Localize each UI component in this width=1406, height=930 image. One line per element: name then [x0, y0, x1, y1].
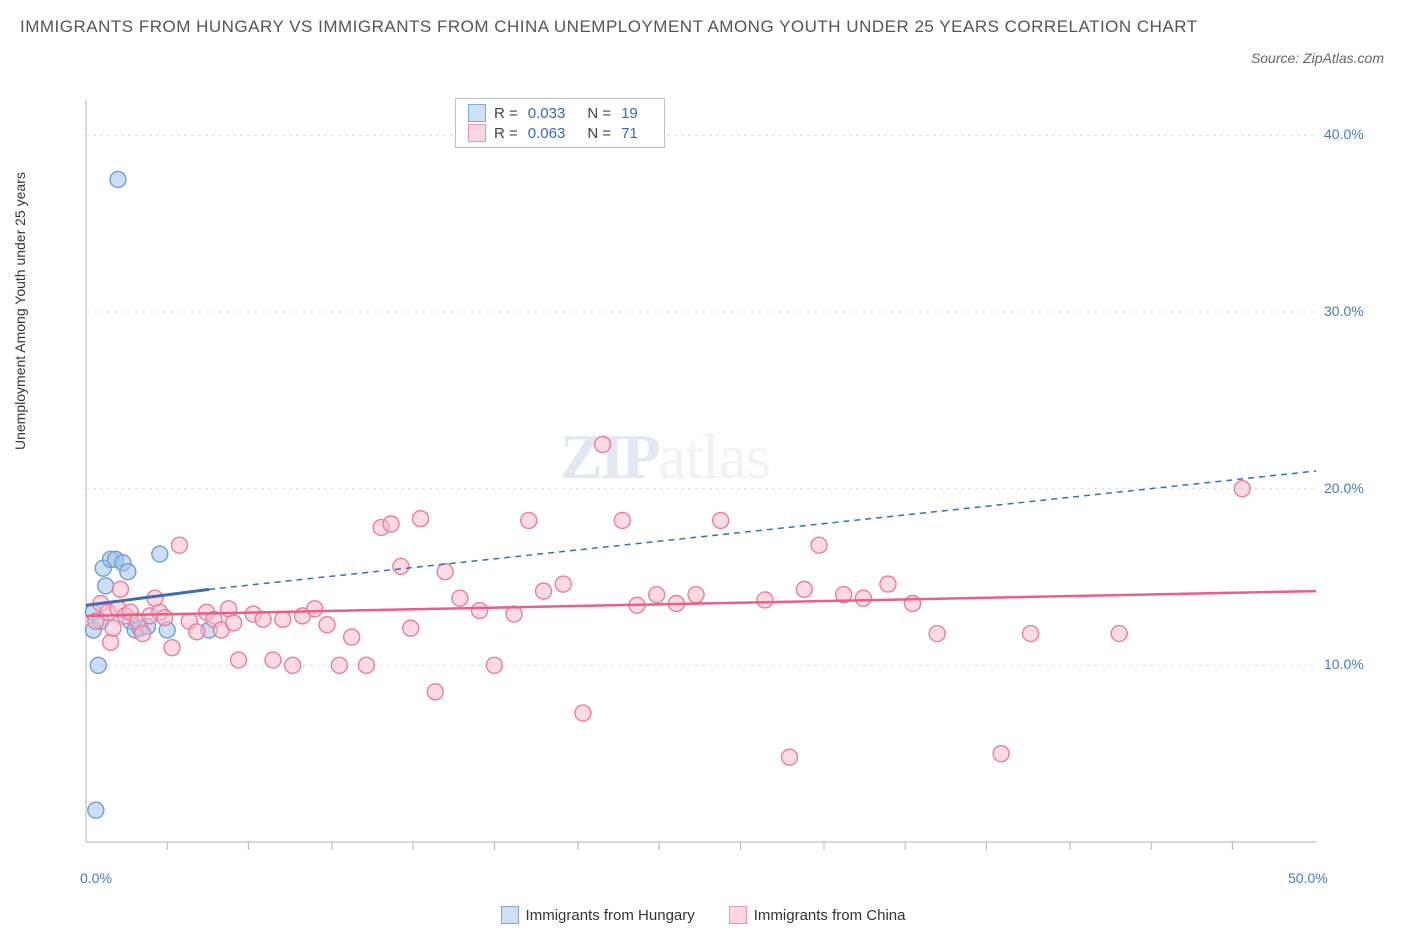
legend-swatch-hungary [468, 104, 486, 122]
legend-item-china: Immigrants from China [729, 906, 906, 924]
x-tick-label: 0.0% [80, 870, 112, 886]
x-tick-label: 50.0% [1288, 870, 1328, 886]
legend-swatch-hungary [501, 906, 519, 924]
y-tick-label: 20.0% [1324, 480, 1364, 496]
r-label: R = [494, 105, 518, 122]
n-value: 71 [621, 125, 638, 142]
chart-title: IMMIGRANTS FROM HUNGARY VS IMMIGRANTS FR… [20, 14, 1206, 40]
y-tick-label: 40.0% [1324, 126, 1364, 142]
legend-swatch-china [729, 906, 747, 924]
legend-item-hungary: Immigrants from Hungary [501, 906, 695, 924]
legend-row-hungary: R = 0.033 N = 19 [468, 103, 652, 123]
n-value: 19 [621, 105, 638, 122]
y-tick-label: 10.0% [1324, 656, 1364, 672]
n-label: N = [587, 105, 611, 122]
legend-row-china: R = 0.063 N = 71 [468, 123, 652, 143]
series-legend: Immigrants from Hungary Immigrants from … [0, 906, 1406, 924]
legend-label: Immigrants from China [754, 907, 906, 924]
scatter-plot [72, 100, 1372, 860]
legend-label: Immigrants from Hungary [526, 907, 695, 924]
y-tick-label: 30.0% [1324, 303, 1364, 319]
chart-area [72, 100, 1372, 860]
correlation-legend: R = 0.033 N = 19 R = 0.063 N = 71 [455, 98, 665, 148]
r-value: 0.063 [528, 125, 566, 142]
n-label: N = [587, 125, 611, 142]
source-attribution: Source: ZipAtlas.com [1251, 50, 1384, 66]
legend-swatch-china [468, 124, 486, 142]
r-value: 0.033 [528, 105, 566, 122]
r-label: R = [494, 125, 518, 142]
y-axis-label: Unemployment Among Youth under 25 years [12, 172, 28, 450]
